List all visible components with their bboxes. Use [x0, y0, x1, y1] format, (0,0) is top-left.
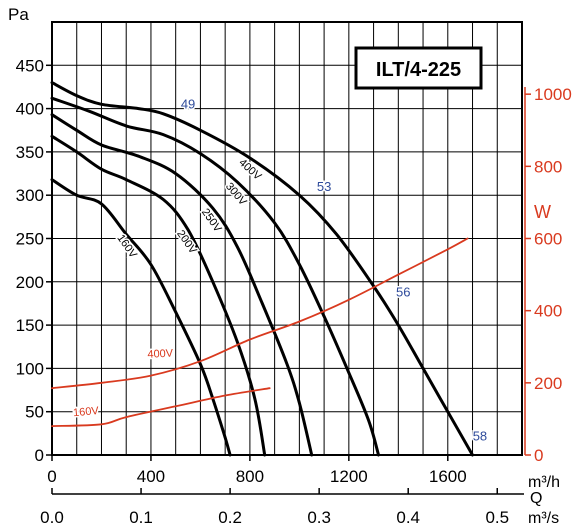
- x2-tick-label: 0.5: [485, 508, 509, 527]
- y-tick-label: 350: [16, 143, 44, 162]
- y-right-axis-ticks: 0 200 400 600 800 1000: [524, 85, 572, 465]
- y-right-tick-label: 800: [534, 157, 562, 176]
- x-axis-label: m³/h: [528, 474, 560, 491]
- y-tick-label: 250: [16, 230, 44, 249]
- q-label: Q: [530, 490, 542, 507]
- pressure-curve-160v: [50, 178, 232, 457]
- y-right-tick-label: 600: [534, 230, 562, 249]
- x-tick-label: 0: [47, 467, 56, 486]
- point-labels: 49 53 56 58: [179, 95, 488, 445]
- y-tick-label: 450: [16, 56, 44, 75]
- y-right-tick-label: 200: [534, 374, 562, 393]
- y-right-axis-label: W: [534, 202, 551, 222]
- x2-tick-label: 0.0: [40, 508, 64, 527]
- title-box: ILT/4-225: [354, 46, 483, 90]
- pressure-curve-label-250v: 250V: [199, 207, 224, 235]
- x-tick-label: 1600: [429, 467, 467, 486]
- x2-tick-label: 0.3: [307, 508, 331, 527]
- y-tick-label: 50: [25, 403, 44, 422]
- pressure-curve-400v: [50, 81, 474, 457]
- y-axis-ticks: 0 50 100 150 200 250 300 350 400 450: [16, 56, 52, 465]
- y-tick-label: 300: [16, 186, 44, 205]
- efficiency-point-label: 56: [396, 285, 410, 300]
- y-tick-label: 100: [16, 359, 44, 378]
- power-curve-400v: [51, 237, 469, 390]
- grid-lines: [52, 22, 522, 455]
- x-tick-label: 1200: [330, 467, 368, 486]
- x-tick-label: 800: [236, 467, 264, 486]
- efficiency-point-label: 49: [181, 97, 195, 112]
- y-right-tick-label: 0: [534, 446, 543, 465]
- chart-title: ILT/4-225: [376, 59, 461, 81]
- x2-tick-label: 0.4: [396, 508, 420, 527]
- x-axis-ticks: 0 400 800 1200 1600: [47, 455, 467, 486]
- x-secondary-axis-label: m³/s: [528, 510, 559, 527]
- y-right-tick-label: 1000: [534, 85, 572, 104]
- pressure-curve-300v: [50, 96, 380, 457]
- y-tick-label: 200: [16, 273, 44, 292]
- y-tick-label: 150: [16, 316, 44, 335]
- y-tick-label: 0: [35, 446, 44, 465]
- efficiency-point-label: 53: [317, 179, 331, 194]
- power-curve-label-160v: 160V: [73, 405, 100, 419]
- y-axis-label: Pa: [8, 5, 29, 24]
- x-tick-label: 400: [137, 467, 165, 486]
- x-secondary-axis: 0.0 0.1 0.2 0.3 0.4 0.5: [40, 488, 524, 527]
- title-box-rect: [354, 46, 483, 90]
- efficiency-point-label: 58: [473, 428, 487, 443]
- y-right-tick-label: 400: [534, 302, 562, 321]
- y-tick-label: 400: [16, 100, 44, 119]
- pressure-curve-250v: [50, 113, 314, 457]
- power-curve-label-400v: 400V: [147, 347, 174, 360]
- x2-tick-label: 0.2: [218, 508, 242, 527]
- pressure-curve-label-300v: 300V: [223, 181, 249, 209]
- power-curve-160v: [51, 387, 271, 427]
- pressure-curve-200v: [50, 134, 267, 457]
- x2-tick-label: 0.1: [129, 508, 153, 527]
